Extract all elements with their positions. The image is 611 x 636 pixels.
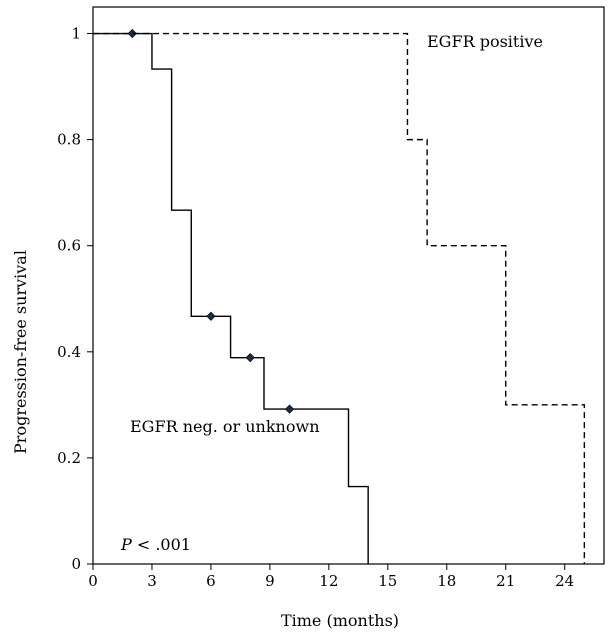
y-tick-label: 0.4 (57, 343, 81, 361)
tick-labels: 0 3 6 9 12 15 18 21 24 0 0.2 0.4 0.6 0.8 1 (57, 25, 574, 590)
y-tick-label: 0 (71, 555, 81, 573)
plot-frame (92, 6, 605, 565)
x-tick-label: 9 (265, 572, 275, 590)
p-value-text: < .001 (132, 535, 191, 554)
x-tick-label: 21 (496, 572, 515, 590)
series-label-egfr-neg: EGFR neg. or unknown (130, 417, 320, 436)
p-value-symbol: P (120, 535, 132, 554)
censor-marker (206, 311, 216, 321)
censor-marker (284, 404, 295, 414)
y-tick-label: 0.8 (57, 131, 81, 149)
y-tick-label: 0.2 (57, 449, 81, 467)
y-tick-label: 0.6 (57, 237, 81, 255)
x-tick-label: 15 (378, 572, 397, 590)
x-tick-label: 0 (88, 572, 98, 590)
censor-marker (127, 28, 137, 39)
series-line-egfr-positive (93, 32, 586, 564)
x-axis-title: Time (months) (281, 611, 399, 630)
y-axis-title: Progression-free survival (11, 250, 30, 454)
plot-area (93, 28, 586, 564)
censor-marker (245, 353, 255, 363)
x-tick-label: 24 (555, 572, 574, 590)
x-tick-label: 6 (206, 572, 216, 590)
y-tick-label: 1 (71, 25, 81, 43)
x-tick-label: 3 (147, 572, 157, 590)
x-tick-label: 18 (437, 572, 456, 590)
axes (87, 6, 605, 570)
x-tick-label: 12 (319, 572, 338, 590)
p-value-annotation: P < .001 (120, 535, 191, 554)
series-label-egfr-positive: EGFR positive (427, 32, 543, 51)
series-line-egfr-neg (93, 32, 369, 564)
